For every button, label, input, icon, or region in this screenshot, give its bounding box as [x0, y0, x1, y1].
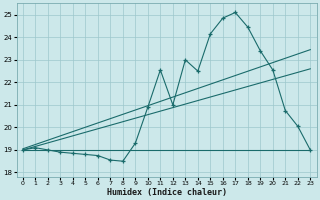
X-axis label: Humidex (Indice chaleur): Humidex (Indice chaleur) [107, 188, 227, 197]
